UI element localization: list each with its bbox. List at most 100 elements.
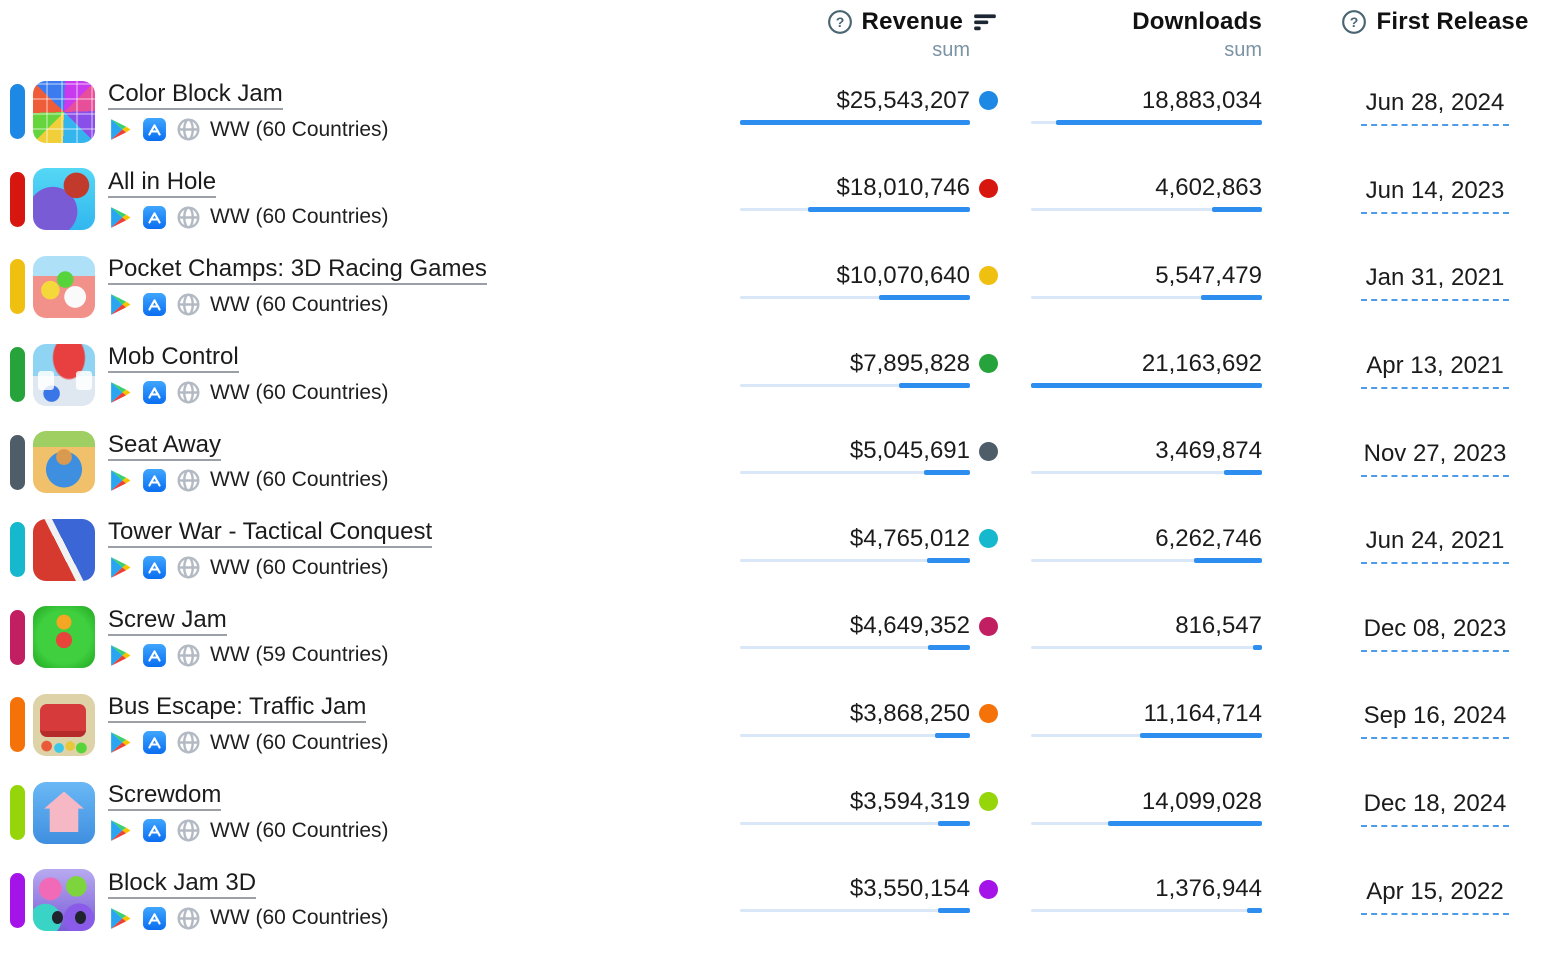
downloads-value: 816,547 (1175, 612, 1262, 640)
series-color-dot (979, 792, 998, 812)
app-name-link[interactable]: Tower War - Tactical Conquest (108, 519, 433, 549)
downloads-cell: 21,163,692 (1031, 350, 1262, 388)
first-release-cell: Nov 27, 2023 (1310, 440, 1560, 477)
revenue-bar (740, 119, 970, 125)
question-circle-icon[interactable]: ? (827, 9, 853, 35)
app-name-link[interactable]: Mob Control (108, 344, 239, 374)
first-release-date[interactable]: Sep 16, 2024 (1361, 702, 1509, 740)
first-release-date[interactable]: Apr 15, 2022 (1361, 878, 1509, 915)
app-icon[interactable] (33, 168, 95, 231)
revenue-bar (740, 294, 970, 300)
revenue-value: $10,070,640 (836, 261, 970, 289)
revenue-bar (740, 557, 970, 563)
app-cell: Color Block Jam (0, 80, 740, 143)
downloads-value: 21,163,692 (1141, 349, 1262, 377)
downloads-bar-fill (1253, 645, 1262, 651)
first-release-cell: Jun 28, 2024 (1310, 89, 1560, 127)
revenue-aggregate-label[interactable]: sum (932, 39, 970, 61)
revenue-header-label[interactable]: Revenue (861, 8, 963, 35)
downloads-bar-fill (1055, 119, 1262, 125)
revenue-bar-fill (935, 732, 970, 738)
app-name-link[interactable]: All in Hole (108, 168, 217, 198)
first-release-date[interactable]: Nov 27, 2023 (1361, 440, 1509, 477)
google-play-icon (111, 382, 131, 403)
app-cell: Pocket Champs: 3D Racing Games (0, 255, 740, 318)
first-release-cell: Jan 31, 2021 (1310, 264, 1560, 302)
revenue-cell: $3,550,154 (740, 875, 998, 914)
first-release-header-label[interactable]: First Release (1376, 8, 1529, 35)
table-row[interactable]: Mob Control (0, 331, 1560, 419)
app-name-link[interactable]: Bus Escape: Traffic Jam (108, 694, 367, 724)
app-name-link[interactable]: Block Jam 3D (108, 869, 257, 899)
rows: Color Block Jam (0, 68, 1560, 944)
revenue-value: $4,649,352 (849, 612, 970, 640)
question-circle-icon[interactable]: ? (1341, 9, 1367, 35)
app-icon[interactable] (33, 80, 95, 143)
series-accent-pill (10, 171, 25, 227)
app-name-link[interactable]: Screw Jam (108, 606, 227, 636)
table-row[interactable]: Bus Escape: Traffic Jam (0, 681, 1560, 769)
first-release-date[interactable]: Dec 18, 2024 (1361, 790, 1509, 828)
app-name-link[interactable]: Screwdom (108, 782, 222, 812)
app-icon[interactable] (33, 431, 95, 494)
downloads-value: 11,164,714 (1143, 699, 1262, 727)
series-color-dot (979, 616, 998, 636)
svg-text:?: ? (835, 14, 844, 30)
revenue-bar-fill (924, 470, 970, 476)
revenue-value: $5,045,691 (849, 437, 970, 465)
app-icon[interactable] (33, 343, 95, 406)
region-label: WW (60 Countries) (210, 205, 389, 229)
downloads-aggregate-label[interactable]: sum (1224, 39, 1262, 61)
app-icon[interactable] (33, 693, 95, 756)
app-icon[interactable] (33, 518, 95, 581)
app-name-block: Pocket Champs: 3D Racing Games (108, 256, 487, 317)
downloads-cell: 18,883,034 (1031, 87, 1262, 125)
downloads-value: 6,262,746 (1155, 524, 1262, 552)
globe-icon (177, 206, 200, 229)
app-meta-line: WW (60 Countries) (108, 205, 389, 230)
table-row[interactable]: Screwdom (0, 769, 1560, 857)
globe-icon (177, 907, 200, 930)
first-release-date[interactable]: Apr 13, 2021 (1361, 352, 1509, 390)
downloads-cell: 816,547 (1031, 612, 1262, 651)
app-icon[interactable] (33, 781, 95, 844)
app-icon[interactable] (33, 606, 95, 669)
downloads-header-label[interactable]: Downloads (1132, 8, 1262, 35)
table-row[interactable]: Seat Away (0, 418, 1560, 506)
app-store-icon (143, 819, 166, 843)
table-row[interactable]: Pocket Champs: 3D Racing Games (0, 243, 1560, 331)
app-icon[interactable] (33, 255, 95, 318)
downloads-bar-fill (1193, 557, 1262, 563)
first-release-date[interactable]: Dec 08, 2023 (1361, 615, 1509, 652)
app-name-link[interactable]: Color Block Jam (108, 81, 283, 111)
app-name-link[interactable]: Pocket Champs: 3D Racing Games (108, 256, 487, 286)
app-meta-line: WW (60 Countries) (108, 117, 389, 142)
revenue-bar-track (740, 646, 970, 650)
table-row[interactable]: Color Block Jam (0, 68, 1560, 156)
sort-descending-icon[interactable] (972, 9, 998, 35)
first-release-column-header: ? First Release (1310, 8, 1560, 36)
first-release-cell: Jun 24, 2021 (1310, 527, 1560, 565)
downloads-bar-fill (1224, 470, 1262, 476)
app-icon[interactable] (33, 869, 95, 932)
first-release-cell: Dec 18, 2024 (1310, 790, 1560, 828)
app-meta-line: WW (60 Countries) (108, 555, 432, 580)
table-row[interactable]: All in Hole (0, 156, 1560, 244)
app-name-link[interactable]: Seat Away (108, 431, 221, 461)
google-play-icon (111, 294, 131, 316)
app-name-block: Seat Away (108, 431, 389, 493)
first-release-cell: Dec 08, 2023 (1310, 615, 1560, 652)
downloads-bar (1031, 294, 1262, 300)
series-color-dot (979, 354, 998, 374)
downloads-bar (1031, 820, 1262, 826)
first-release-date[interactable]: Jun 28, 2024 (1361, 89, 1509, 127)
app-meta-line: WW (60 Countries) (108, 468, 389, 493)
table-row[interactable]: Screw Jam (0, 594, 1560, 682)
table-row[interactable]: Tower War - Tactical Conquest (0, 506, 1560, 594)
first-release-date[interactable]: Jun 24, 2021 (1361, 527, 1509, 565)
table-row[interactable]: Block Jam 3D (0, 856, 1560, 944)
first-release-date[interactable]: Jun 14, 2023 (1361, 177, 1509, 214)
first-release-date[interactable]: Jan 31, 2021 (1361, 264, 1509, 302)
region-label: WW (60 Countries) (210, 380, 389, 404)
revenue-value: $4,765,012 (849, 524, 970, 552)
